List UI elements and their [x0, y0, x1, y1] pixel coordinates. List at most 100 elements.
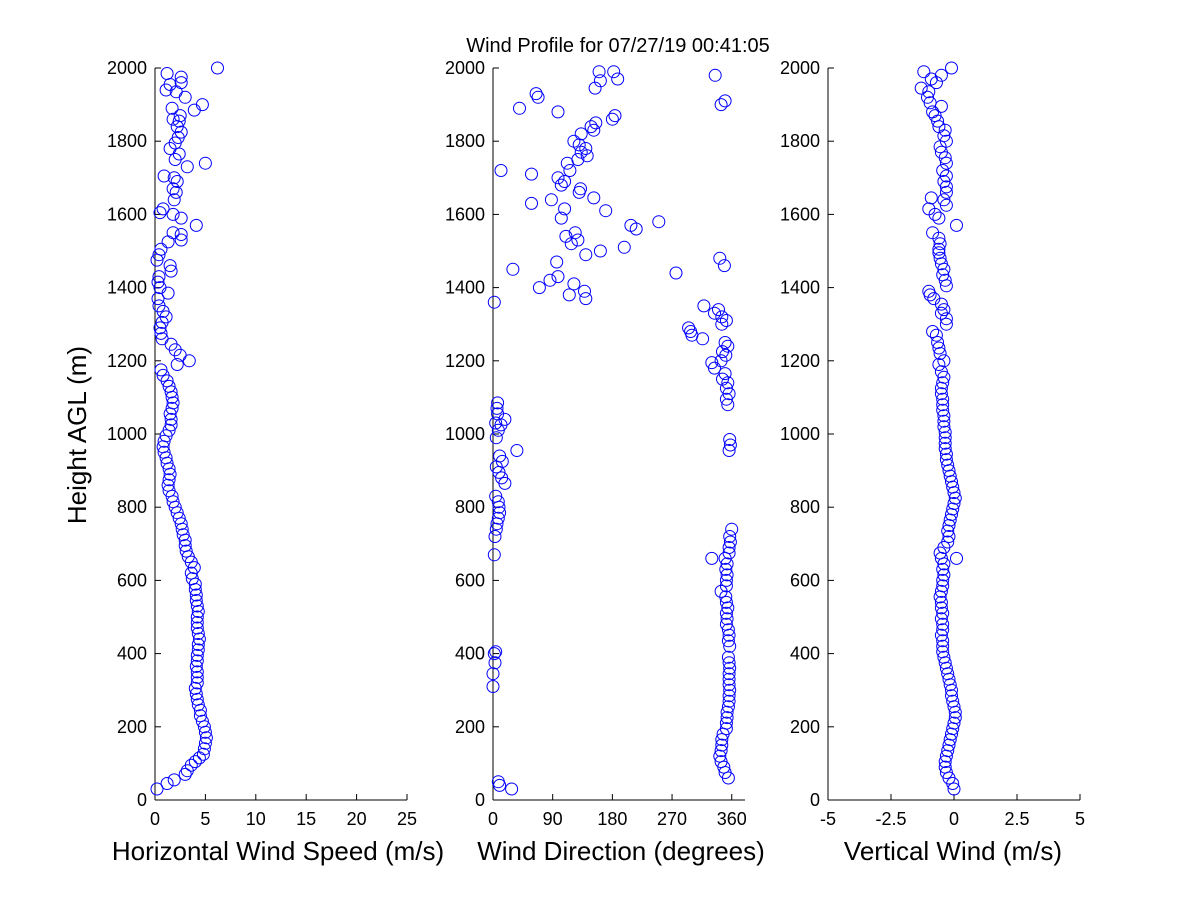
data-point: [160, 777, 174, 790]
data-point: [156, 368, 170, 382]
x-tick-label: 25: [397, 809, 417, 829]
data-point: [713, 251, 727, 265]
data-point: [617, 240, 631, 254]
data-point: [934, 595, 948, 609]
data-point: [167, 193, 181, 207]
data-point: [937, 303, 951, 317]
data-point: [939, 185, 953, 199]
data-point: [936, 573, 950, 587]
y-tick-label: 200: [117, 717, 147, 737]
data-point: [723, 535, 737, 549]
data-point: [525, 167, 538, 181]
data-point: [189, 594, 203, 607]
data-point: [489, 645, 503, 659]
data-point: [164, 412, 178, 426]
data-point: [172, 114, 186, 128]
data-point: [624, 218, 638, 232]
data-point: [947, 782, 961, 796]
x-axis-label: Wind Direction (degrees): [477, 836, 765, 866]
y-tick-label: 400: [790, 644, 820, 664]
y-tick-label: 2000: [107, 58, 147, 78]
data-point: [195, 714, 209, 728]
data-point: [184, 758, 198, 772]
data-point: [682, 321, 696, 335]
y-tick-label: 1200: [445, 351, 485, 371]
y-tick-label: 200: [790, 717, 820, 737]
data-point: [714, 98, 728, 112]
data-point: [718, 336, 732, 349]
data-point: [180, 160, 194, 174]
data-point: [491, 396, 505, 410]
data-point: [178, 767, 192, 781]
data-point: [160, 67, 174, 80]
data-point: [488, 656, 502, 670]
data-point: [190, 616, 204, 629]
data-point: [189, 218, 203, 232]
data-point: [722, 667, 736, 681]
data-point: [939, 447, 953, 461]
data-point: [185, 572, 199, 586]
data-point: [190, 648, 204, 662]
data-point: [554, 211, 568, 225]
data-point: [936, 645, 950, 659]
data-point: [491, 407, 505, 421]
data-point: [938, 431, 952, 445]
data-point: [559, 229, 573, 243]
data-point: [510, 444, 524, 457]
data-point: [946, 694, 960, 708]
data-point: [165, 401, 179, 415]
data-point: [587, 191, 601, 205]
data-point: [942, 530, 956, 543]
data-point: [719, 573, 733, 587]
data-point: [719, 579, 733, 593]
data-point: [934, 612, 948, 626]
data-point: [934, 601, 948, 615]
data-point: [174, 228, 188, 241]
y-tick-label: 800: [455, 497, 485, 517]
data-point: [937, 650, 951, 664]
data-point: [723, 661, 737, 675]
data-point: [195, 98, 209, 112]
data-point: [697, 299, 711, 313]
data-point: [723, 530, 737, 543]
data-point: [197, 742, 211, 756]
data-point: [187, 103, 201, 117]
data-point: [950, 218, 963, 232]
x-axis-label: Vertical Wind (m/s): [844, 836, 1062, 866]
data-point: [945, 689, 958, 703]
data-point: [936, 268, 950, 282]
data-point: [932, 211, 946, 225]
data-point: [189, 659, 203, 673]
data-point: [174, 211, 188, 225]
data-point: [926, 325, 940, 338]
data-point: [155, 332, 169, 346]
data-point: [188, 755, 202, 769]
figure-title: Wind Profile for 07/27/19 00:41:05: [466, 35, 770, 57]
data-point: [933, 251, 947, 265]
data-point: [166, 226, 180, 240]
y-tick-label: 1600: [780, 204, 820, 224]
data-point: [191, 643, 205, 657]
data-point: [487, 295, 501, 309]
data-point: [721, 650, 735, 664]
data-point: [926, 226, 940, 240]
data-point: [190, 621, 204, 635]
data-point: [174, 76, 188, 90]
data-point: [937, 414, 951, 428]
data-point: [722, 656, 736, 670]
data-point: [190, 670, 204, 684]
data-point: [196, 747, 210, 761]
x-axis-label: Horizontal Wind Speed (m/s): [112, 836, 444, 866]
data-point: [151, 275, 165, 289]
data-point: [939, 661, 953, 675]
data-point: [720, 705, 734, 719]
data-point: [937, 420, 951, 434]
data-point: [189, 687, 203, 701]
data-point: [723, 683, 737, 697]
data-point: [550, 255, 564, 269]
data-point: [939, 317, 953, 331]
data-point: [154, 363, 168, 377]
data-point: [936, 562, 950, 576]
data-point: [551, 171, 565, 185]
data-point: [166, 182, 180, 196]
